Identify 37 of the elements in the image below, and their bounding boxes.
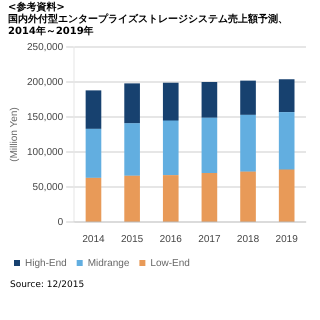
x-tick-label: 2014 [82,234,106,245]
bar [202,82,218,118]
bar [202,118,218,173]
legend-label: High-End [25,258,67,269]
bar [240,172,256,222]
bar [162,82,179,120]
y-tick-label: 250,000 [26,42,64,53]
bar [86,128,102,178]
bar [86,90,102,129]
bar [162,175,179,222]
bar [86,178,102,222]
legend-label: Midrange [88,258,130,269]
y-tick-label: 150,000 [26,112,64,123]
legend-label: Low-End [150,258,190,269]
bar [278,170,295,222]
x-tick-label: 2018 [236,234,260,245]
y-tick-label: 100,000 [26,146,64,158]
y-tick-label: 200,000 [26,76,64,88]
bar [278,112,295,170]
bar [240,114,256,172]
y-tick-label: 0 [58,216,64,228]
bar [240,80,256,115]
y-axis-title: (Million Yen) [8,107,20,162]
bar [124,176,140,222]
x-tick-label: 2015 [120,234,144,245]
source-note: Source: 12/2015 [10,280,86,290]
bar [162,120,179,176]
x-tick-label: 2017 [198,234,221,245]
bar [124,83,140,124]
bar [124,123,140,176]
bar [202,173,218,222]
x-tick-label: 2016 [160,234,182,245]
chart-subtitle: 国内外付型エンタープライズストレージシステム売上額予測、2014年～2019年 [8,14,289,38]
x-tick-label: 2019 [276,234,298,245]
bar [278,79,295,112]
y-tick-label: 50,000 [32,182,64,193]
chart-title: <参考資料> [8,2,66,14]
